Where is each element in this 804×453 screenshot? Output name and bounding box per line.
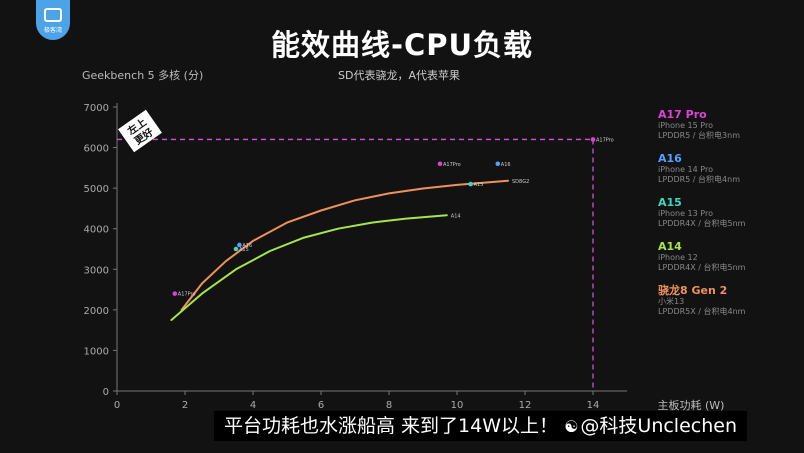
y-tick-label: 2000	[84, 306, 109, 317]
series-end-label: SD8G2	[512, 179, 529, 185]
legend-entry-detail: LPDDR5 / 台积电3nm	[658, 131, 740, 140]
y-axis-title: Geekbench 5 多核 (分)	[82, 69, 204, 82]
legend-entry-detail: LPDDR4X / 台积电5nm	[658, 263, 746, 272]
series-end-label: A14	[451, 213, 461, 219]
data-point	[237, 242, 242, 248]
legend-entry-detail: LPDDR5X / 台积电4nm	[658, 307, 746, 316]
data-point	[172, 291, 178, 296]
x-axis-title: 主板功耗 (W)	[658, 398, 725, 412]
series-line	[180, 179, 509, 311]
legend-entry-detail: iPhone 12	[658, 253, 698, 262]
x-tick-label: 6	[318, 400, 324, 411]
legend-entry: A15 iPhone 13 Pro LPDDR4X / 台积电5nm	[658, 196, 798, 229]
x-tick-label: 14	[587, 400, 600, 411]
better-corner-tag-box	[118, 109, 162, 153]
y-tick-label: 6000	[84, 144, 109, 155]
data-point-label: A16	[501, 162, 511, 168]
y-tick-label: 4000	[84, 225, 109, 236]
data-point-label: A17Pro	[178, 292, 196, 298]
caption-text: 平台功耗也水涨船高 来到了14W以上！	[224, 415, 559, 437]
legend-entry-detail: iPhone 14 Pro	[658, 165, 713, 174]
legend-entry-detail: iPhone 13 Pro	[658, 209, 713, 218]
data-point-label: A15	[239, 247, 249, 253]
legend-entry-name: A15	[658, 196, 682, 209]
legend-entry: A16 iPhone 14 Pro LPDDR5 / 台积电4nm	[658, 152, 798, 185]
x-tick-label: 10	[451, 400, 464, 411]
legend-entry-detail: 小米13	[658, 297, 685, 306]
legend-entry-detail: LPDDR5 / 台积电4nm	[658, 175, 740, 184]
data-point	[437, 161, 443, 167]
video-caption: 平台功耗也水涨船高 来到了14W以上！ ☯ @科技Unclechen	[214, 411, 747, 441]
legend-entry-detail: iPhone 15 Pro	[658, 121, 713, 130]
legend-entry-detail: LPDDR4X / 台积电5nm	[658, 219, 746, 228]
legend-entry: A17 Pro iPhone 15 Pro LPDDR5 / 台积电3nm	[658, 108, 798, 141]
series-line	[170, 214, 448, 321]
logo-text: 极客湾	[43, 27, 62, 34]
x-tick-label: 4	[250, 400, 256, 411]
legend-entry: 骁龙8 Gen 2 小米13 LPDDR5X / 台积电4nm	[658, 284, 798, 317]
data-point	[495, 161, 501, 167]
x-tick-label: 2	[182, 400, 188, 411]
data-point	[233, 246, 239, 252]
data-point-label: A17Pro	[596, 137, 614, 143]
data-point-label: A16	[242, 243, 252, 249]
chart-title: 能效曲线-CPU负载	[270, 28, 534, 62]
x-tick-label: 0	[114, 400, 120, 411]
legend: A17 Pro iPhone 15 Pro LPDDR5 / 台积电3nm A16 iP…	[658, 108, 798, 328]
legend-entry-name: A14	[658, 240, 682, 253]
data-point-label: A17Pro	[443, 162, 461, 168]
y-tick-label: 7000	[84, 103, 109, 114]
legend-entry: A14 iPhone 12 LPDDR4X / 台积电5nm	[658, 240, 798, 273]
x-tick-label: 12	[519, 400, 532, 411]
legend-entry-name: A16	[658, 152, 682, 165]
data-point-label: A15	[474, 182, 484, 188]
y-tick-label: 5000	[84, 184, 109, 195]
legend-entry-name: 骁龙8 Gen 2	[658, 284, 728, 297]
data-point	[590, 137, 596, 142]
caption-watermark: @科技Unclechen	[580, 415, 737, 437]
logo-badge: 极客湾	[36, 0, 70, 40]
x-tick-label: 8	[386, 400, 392, 411]
chart-subtitle: SD代表骁龙，A代表苹果	[338, 69, 460, 82]
legend-entry-name: A17 Pro	[658, 108, 707, 121]
y-tick-label: 3000	[84, 265, 109, 276]
data-point	[468, 181, 473, 187]
logo-icon	[44, 8, 62, 22]
y-tick-label: 0	[103, 387, 109, 398]
y-tick-label: 1000	[84, 346, 109, 357]
weibo-icon: ☯	[564, 417, 579, 436]
